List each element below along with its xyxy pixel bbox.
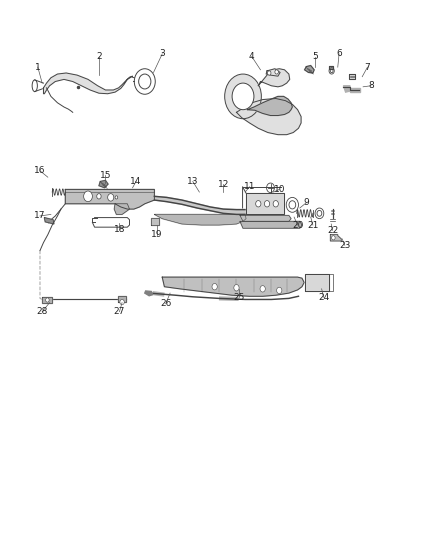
Circle shape — [84, 191, 92, 201]
Polygon shape — [247, 96, 292, 116]
Polygon shape — [43, 73, 133, 94]
Text: 6: 6 — [336, 50, 342, 58]
Circle shape — [212, 284, 217, 290]
Polygon shape — [154, 214, 246, 225]
Text: 4: 4 — [249, 52, 254, 61]
Text: 1: 1 — [35, 63, 41, 71]
Polygon shape — [329, 66, 333, 69]
Circle shape — [277, 287, 282, 294]
Text: 11: 11 — [244, 182, 255, 191]
Circle shape — [46, 298, 49, 302]
Text: 14: 14 — [131, 177, 142, 186]
Circle shape — [260, 286, 265, 292]
Circle shape — [115, 196, 118, 199]
Text: 24: 24 — [318, 293, 329, 302]
Circle shape — [120, 300, 124, 305]
Text: 9: 9 — [304, 198, 309, 207]
Polygon shape — [240, 221, 302, 228]
Text: 21: 21 — [307, 221, 318, 230]
Polygon shape — [118, 296, 126, 302]
Text: 16: 16 — [34, 166, 46, 175]
Polygon shape — [44, 217, 54, 224]
Polygon shape — [266, 69, 280, 76]
Polygon shape — [65, 189, 154, 209]
Text: 28: 28 — [36, 307, 48, 316]
Text: 15: 15 — [100, 171, 111, 180]
Circle shape — [275, 70, 279, 74]
Polygon shape — [42, 297, 52, 303]
Text: 23: 23 — [339, 241, 350, 250]
Polygon shape — [151, 218, 159, 225]
Polygon shape — [162, 277, 304, 296]
Polygon shape — [350, 88, 360, 92]
Circle shape — [97, 193, 101, 199]
Polygon shape — [349, 74, 355, 79]
Circle shape — [232, 83, 254, 110]
Polygon shape — [99, 180, 108, 188]
Text: 12: 12 — [218, 180, 229, 189]
Text: 26: 26 — [160, 299, 171, 308]
Text: 7: 7 — [364, 63, 370, 71]
Text: 25: 25 — [233, 293, 244, 302]
Circle shape — [273, 200, 279, 207]
Circle shape — [225, 74, 261, 119]
Polygon shape — [154, 196, 245, 214]
Circle shape — [234, 285, 239, 291]
Text: 22: 22 — [327, 226, 338, 235]
Polygon shape — [237, 99, 301, 135]
Polygon shape — [330, 235, 341, 241]
Circle shape — [268, 71, 271, 75]
Text: 2: 2 — [96, 52, 102, 61]
Text: 13: 13 — [187, 177, 198, 186]
Polygon shape — [343, 86, 350, 92]
Text: 17: 17 — [34, 212, 46, 221]
Polygon shape — [258, 69, 290, 87]
Polygon shape — [240, 215, 291, 221]
Text: 3: 3 — [159, 50, 165, 58]
Polygon shape — [114, 204, 130, 214]
Circle shape — [332, 236, 335, 240]
Text: 10: 10 — [273, 185, 285, 194]
Text: 8: 8 — [368, 81, 374, 90]
Polygon shape — [304, 66, 314, 73]
Polygon shape — [145, 291, 152, 296]
Text: 20: 20 — [292, 221, 303, 230]
Text: 5: 5 — [312, 52, 318, 61]
Text: 19: 19 — [151, 230, 163, 239]
Circle shape — [108, 193, 114, 201]
Polygon shape — [246, 193, 285, 214]
Text: 27: 27 — [114, 307, 125, 316]
Text: 18: 18 — [114, 225, 125, 234]
Circle shape — [265, 200, 270, 207]
Polygon shape — [305, 274, 329, 291]
Circle shape — [256, 200, 261, 207]
